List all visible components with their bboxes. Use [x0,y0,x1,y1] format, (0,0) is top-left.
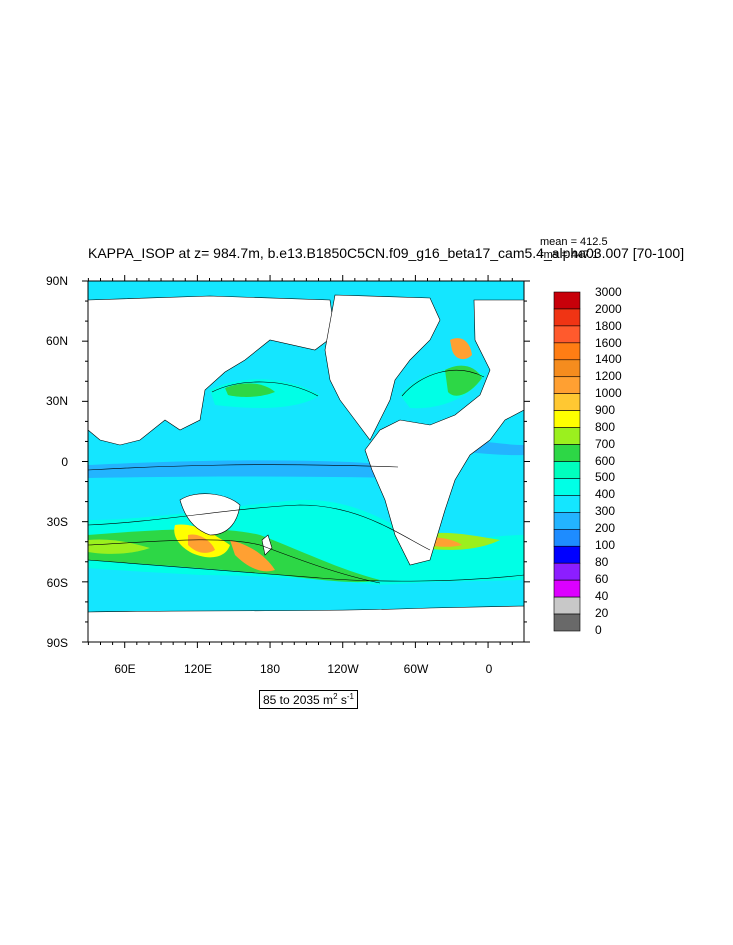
kuroshio-max [225,383,275,397]
colorbar-label: 2000 [595,302,622,316]
colorbar-swatch [553,393,581,411]
colorbar-swatch [553,376,581,395]
colorbar-label: 300 [595,504,616,518]
colorbar-label: 1400 [595,352,622,366]
colorbar-label: 20 [595,606,609,620]
land-masses [88,294,524,642]
australia-max-b [188,534,215,553]
map-field [88,281,524,642]
lon-label-120w: 120W [327,662,359,676]
contour-line [88,559,524,582]
lat-label-90s: 90S [46,636,68,650]
colorbar-swatch [553,562,581,581]
lon-label-0: 0 [485,662,493,676]
colorbar-swatch [553,444,581,462]
colorbar-swatch [553,545,581,564]
australia-land [179,493,241,536]
africa-europe-land [364,299,524,566]
lon-label-60e: 60E [114,662,136,676]
contour-line [401,370,485,397]
colorbar-swatch [553,359,581,378]
map-title: KAPPA_ISOP at z= 984.7m, b.e13.B1850C5CN… [88,245,685,261]
indian-ocean-max [88,539,150,554]
axis-ticks [82,275,530,648]
colorbar-swatch [553,512,581,530]
lon-label-120e: 120E [183,662,213,676]
colorbar-swatch [553,528,581,547]
colorbar-swatch [553,342,581,361]
colorbar-label: 700 [595,437,616,451]
colorbar-label: 100 [595,538,616,552]
colorbar-swatch [553,596,581,615]
colorbar-label: 500 [595,470,616,484]
equatorial-band [88,460,400,478]
colorbar-label: 0 [595,623,602,637]
lat-label-30n: 30N [45,394,68,408]
colorbar-swatch [553,308,581,327]
lat-label-90n: 90N [45,274,68,288]
contour-line [211,381,319,397]
gulf-stream-max [445,365,482,396]
colorbar-label: 400 [595,487,616,501]
units-sup-1: 2 [333,692,338,701]
new-zealand-land [261,534,273,556]
colorbar-label: 600 [595,454,616,468]
colorbar-swatch [553,461,581,479]
colorbar-label: 800 [595,420,616,434]
new-zealand-max [230,540,275,572]
lat-label-60s: 60S [46,576,68,590]
colorbar-label: 200 [595,521,616,535]
colorbar-label: 1800 [595,319,622,333]
north-america-land [324,294,441,441]
lon-label-60w: 60W [403,662,429,676]
colorbar-label: 900 [595,403,616,417]
contour-line [88,539,381,584]
colorbar-label: 1000 [595,386,622,400]
lon-label-180: 180 [259,662,281,676]
lat-label-0: 0 [61,455,68,469]
colorbar-swatch [553,291,581,310]
colorbar-label: 60 [595,572,609,586]
colorbar-swatch [553,495,581,513]
colorbar-label: 1600 [595,336,622,350]
units-sup-2: -1 [346,692,354,701]
contour-lines [88,370,524,584]
colorbar-label: 1200 [595,369,622,383]
colorbar-swatch [553,427,581,445]
colorbar-label: 80 [595,555,609,569]
colorbar [553,291,581,632]
lat-label-30s: 30S [46,515,68,529]
rms-stat: rms = 447.1 [540,249,599,261]
southern-band-high [88,529,380,583]
colorbar-swatch [553,579,581,598]
colorbar-label: 40 [595,589,609,603]
mean-stat: mean = 412.5 [540,236,608,248]
contour-line [88,464,399,471]
labrador-max [450,338,472,360]
units-label: 85 to 2035 m2 s-1 [259,690,358,709]
colorbar-swatch [553,478,581,496]
colorbar-label: 3000 [595,285,622,299]
colorbar-swatch [553,325,581,344]
units-mid: s [337,693,347,707]
colorbar-swatch [553,613,581,632]
units-range: 85 to 2035 m [263,693,334,707]
lat-label-60n: 60N [45,334,68,348]
colorbar-swatch [553,410,581,428]
antarctica-land [88,605,524,642]
contour-line [88,504,431,551]
